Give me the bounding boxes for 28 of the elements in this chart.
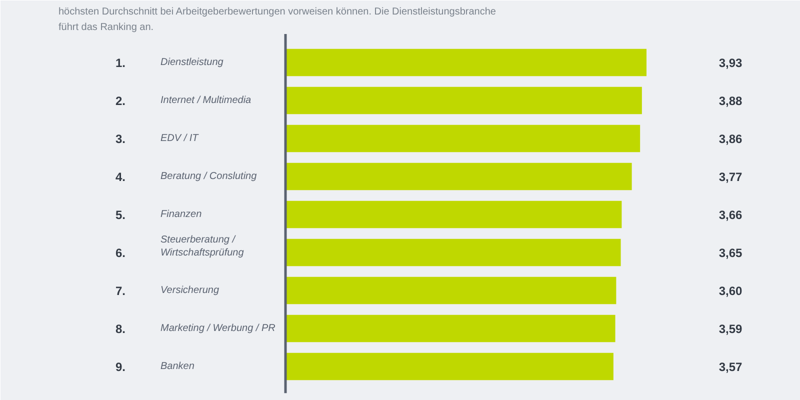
category-label: 7. Versicherung xyxy=(116,284,220,298)
bar xyxy=(286,124,640,152)
category-label: 2. Internet / Multimedia xyxy=(116,94,252,108)
data-label: 3,93 xyxy=(718,56,743,70)
bar xyxy=(286,86,642,114)
bar xyxy=(286,200,622,228)
category-label: 6. Steuerberatung / Wirtschaftsprüfung xyxy=(116,234,244,260)
category-label: 9. Banken xyxy=(116,360,194,374)
bar xyxy=(286,162,632,190)
data-label: 3,88 xyxy=(718,94,743,108)
data-label: 3,77 xyxy=(718,170,743,184)
bar xyxy=(286,48,646,76)
category-label: 8. Marketing / Werbung / PR xyxy=(116,322,276,336)
data-label: 3,65 xyxy=(718,246,743,260)
category-label: 5. Finanzen xyxy=(116,208,202,222)
bar xyxy=(286,238,621,266)
bar xyxy=(286,352,614,380)
category-label: 3. EDV / IT xyxy=(116,132,198,146)
chart-subtitle: höchsten Durchschnitt bei Arbeitgeberbewertungen vorweisen können. Die Dienstleistungsbranche führt das Ranking an. xyxy=(58,6,496,33)
category-label: 4. Beratung / Consluting xyxy=(116,170,257,184)
data-label: 3,66 xyxy=(718,208,743,222)
data-label: 3,59 xyxy=(718,322,743,336)
category-label: 1. Dienstleistung xyxy=(116,56,224,70)
bar xyxy=(286,276,616,304)
bar xyxy=(286,314,616,342)
data-label: 3,57 xyxy=(718,360,743,374)
data-label: 3,86 xyxy=(718,132,743,146)
data-label: 3,60 xyxy=(718,284,743,298)
